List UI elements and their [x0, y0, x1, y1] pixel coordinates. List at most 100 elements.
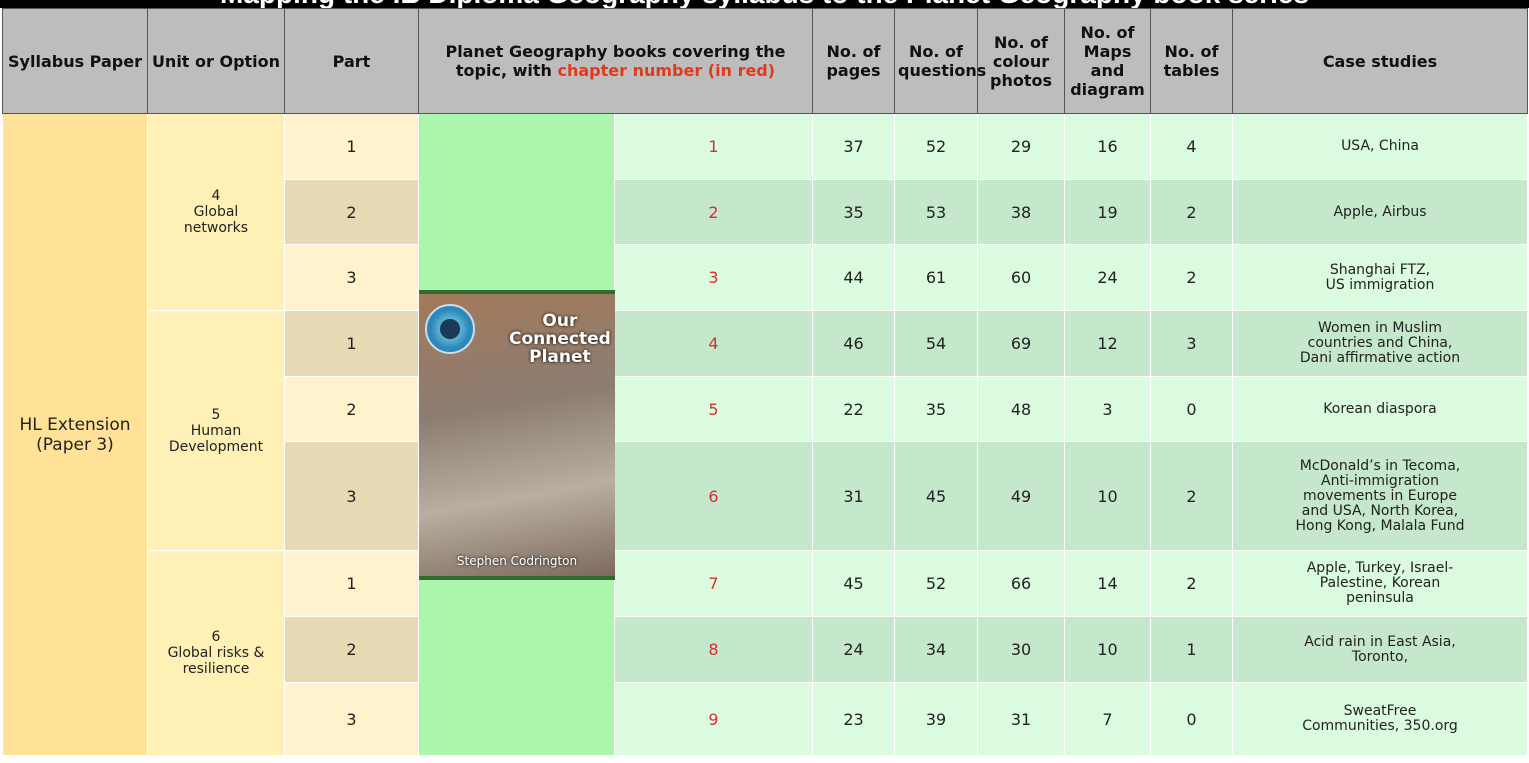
maps-cell: 10 — [1065, 442, 1151, 551]
header-cell: Case studies — [1233, 9, 1528, 114]
case-studies-cell: McDonald’s in Tecoma, Anti-immigration m… — [1233, 442, 1528, 551]
part-cell: 1 — [285, 551, 419, 617]
header-cell: No. of tables — [1151, 9, 1233, 114]
tables-cell: 2 — [1151, 180, 1233, 245]
questions-cell: 52 — [895, 551, 978, 617]
pages-cell: 37 — [813, 114, 895, 180]
tables-cell: 3 — [1151, 311, 1233, 377]
case-studies-cell: Apple, Airbus — [1233, 180, 1528, 245]
case-studies-cell: Korean diaspora — [1233, 377, 1528, 442]
maps-cell: 3 — [1065, 377, 1151, 442]
pages-cell: 45 — [813, 551, 895, 617]
questions-cell: 34 — [895, 617, 978, 683]
case-studies-cell: USA, China — [1233, 114, 1528, 180]
part-cell: 3 — [285, 442, 419, 551]
maps-cell: 14 — [1065, 551, 1151, 617]
chapter-cell: 1 — [615, 114, 813, 180]
part-cell: 1 — [285, 114, 419, 180]
maps-cell: 24 — [1065, 245, 1151, 311]
questions-cell: 35 — [895, 377, 978, 442]
book-cell: Our Connected Planet Stephen Codrington — [419, 114, 615, 756]
photos-cell: 60 — [978, 245, 1065, 311]
cover-logo — [425, 304, 475, 354]
pages-cell: 22 — [813, 377, 895, 442]
pages-cell: 23 — [813, 683, 895, 756]
photos-cell: 66 — [978, 551, 1065, 617]
cover-title: Our Connected Planet — [509, 312, 611, 366]
header-cell: Syllabus Paper — [3, 9, 148, 114]
photos-cell: 29 — [978, 114, 1065, 180]
maps-cell: 10 — [1065, 617, 1151, 683]
header-text-red: chapter number (in red) — [558, 61, 776, 80]
chapter-cell: 6 — [615, 442, 813, 551]
book-cover: Our Connected Planet Stephen Codrington — [419, 290, 615, 580]
chapter-cell: 3 — [615, 245, 813, 311]
photos-cell: 69 — [978, 311, 1065, 377]
case-studies-cell: SweatFree Communities, 350.org — [1233, 683, 1528, 756]
part-cell: 3 — [285, 245, 419, 311]
tables-cell: 2 — [1151, 551, 1233, 617]
cover-author: Stephen Codrington — [419, 554, 615, 568]
header-cell: No. of pages — [813, 9, 895, 114]
part-cell: 3 — [285, 683, 419, 756]
maps-cell: 7 — [1065, 683, 1151, 756]
questions-cell: 61 — [895, 245, 978, 311]
unit-number: 4 — [151, 188, 281, 204]
questions-cell: 39 — [895, 683, 978, 756]
case-studies-cell: Acid rain in East Asia, Toronto, — [1233, 617, 1528, 683]
chapter-cell: 4 — [615, 311, 813, 377]
chapter-cell: 9 — [615, 683, 813, 756]
maps-cell: 16 — [1065, 114, 1151, 180]
title: Mapping the IB Diploma Geography syllabu… — [0, 0, 1529, 8]
pages-cell: 35 — [813, 180, 895, 245]
chapter-cell: 8 — [615, 617, 813, 683]
title-bar: Mapping the IB Diploma Geography syllabu… — [0, 0, 1529, 8]
questions-cell: 45 — [895, 442, 978, 551]
questions-cell: 53 — [895, 180, 978, 245]
tables-cell: 0 — [1151, 683, 1233, 756]
part-cell: 1 — [285, 311, 419, 377]
photos-cell: 31 — [978, 683, 1065, 756]
photos-cell: 38 — [978, 180, 1065, 245]
paper-cell: HL Extension (Paper 3) — [3, 114, 148, 756]
questions-cell: 54 — [895, 311, 978, 377]
page: Mapping the IB Diploma Geography syllabu… — [0, 0, 1529, 763]
unit-name: Human Development — [151, 423, 281, 455]
unit-number: 5 — [151, 407, 281, 423]
maps-cell: 12 — [1065, 311, 1151, 377]
questions-cell: 52 — [895, 114, 978, 180]
pages-cell: 31 — [813, 442, 895, 551]
part-cell: 2 — [285, 617, 419, 683]
unit-number: 6 — [151, 629, 281, 645]
unit-name: Global networks — [151, 204, 281, 236]
chapter-cell: 7 — [615, 551, 813, 617]
photos-cell: 49 — [978, 442, 1065, 551]
tables-cell: 1 — [1151, 617, 1233, 683]
chapter-cell: 5 — [615, 377, 813, 442]
pages-cell: 24 — [813, 617, 895, 683]
header-cell: No. of Maps and diagram — [1065, 9, 1151, 114]
maps-cell: 19 — [1065, 180, 1151, 245]
case-studies-cell: Shanghai FTZ, US immigration — [1233, 245, 1528, 311]
part-cell: 2 — [285, 377, 419, 442]
unit-cell: 4Global networks — [148, 114, 285, 311]
tables-cell: 2 — [1151, 442, 1233, 551]
tables-cell: 0 — [1151, 377, 1233, 442]
photos-cell: 48 — [978, 377, 1065, 442]
header-cell: Part — [285, 9, 419, 114]
pages-cell: 46 — [813, 311, 895, 377]
case-studies-cell: Apple, Turkey, Israel- Palestine, Korean… — [1233, 551, 1528, 617]
part-cell: 2 — [285, 180, 419, 245]
header-cell: Unit or Option — [148, 9, 285, 114]
photos-cell: 30 — [978, 617, 1065, 683]
tables-cell: 4 — [1151, 114, 1233, 180]
header-cell: No. of questions — [895, 9, 978, 114]
